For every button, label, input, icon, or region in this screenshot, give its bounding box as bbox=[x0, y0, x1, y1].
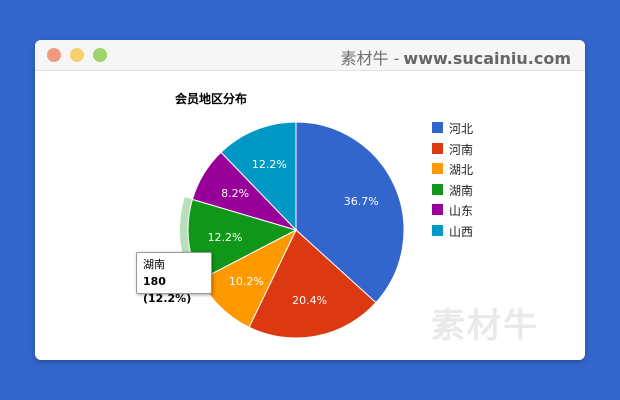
tooltip-value: 180 (12.2%) bbox=[143, 273, 205, 307]
pie-slice-label: 12.2% bbox=[208, 231, 243, 244]
legend-swatch bbox=[432, 122, 443, 133]
pie-slice-label: 10.2% bbox=[229, 275, 264, 288]
legend-label: 河北 bbox=[449, 120, 473, 137]
legend-swatch bbox=[432, 184, 443, 195]
pie-slice-label: 20.4% bbox=[292, 294, 327, 307]
legend-swatch bbox=[432, 225, 443, 236]
tooltip-name: 湖南 bbox=[143, 256, 205, 273]
watermark-text: 素材牛 bbox=[431, 298, 539, 347]
legend-swatch bbox=[432, 163, 443, 174]
legend-label: 山西 bbox=[449, 223, 473, 240]
pie-slice-label: 8.2% bbox=[221, 187, 249, 200]
legend-swatch bbox=[432, 204, 443, 215]
legend-label: 山东 bbox=[449, 202, 473, 219]
legend-swatch bbox=[432, 143, 443, 154]
legend-label: 河南 bbox=[449, 141, 473, 158]
pie-slice-label: 12.2% bbox=[252, 158, 287, 171]
browser-window: 素材牛 - www.sucainiu.com 会员地区分布 36.7% 20.4% 1… bbox=[35, 40, 585, 360]
legend-label: 湖南 bbox=[449, 182, 473, 199]
pie-slice-label: 36.7% bbox=[344, 195, 379, 208]
chart-tooltip: 湖南 180 (12.2%) bbox=[136, 252, 212, 294]
legend-label: 湖北 bbox=[449, 161, 473, 178]
